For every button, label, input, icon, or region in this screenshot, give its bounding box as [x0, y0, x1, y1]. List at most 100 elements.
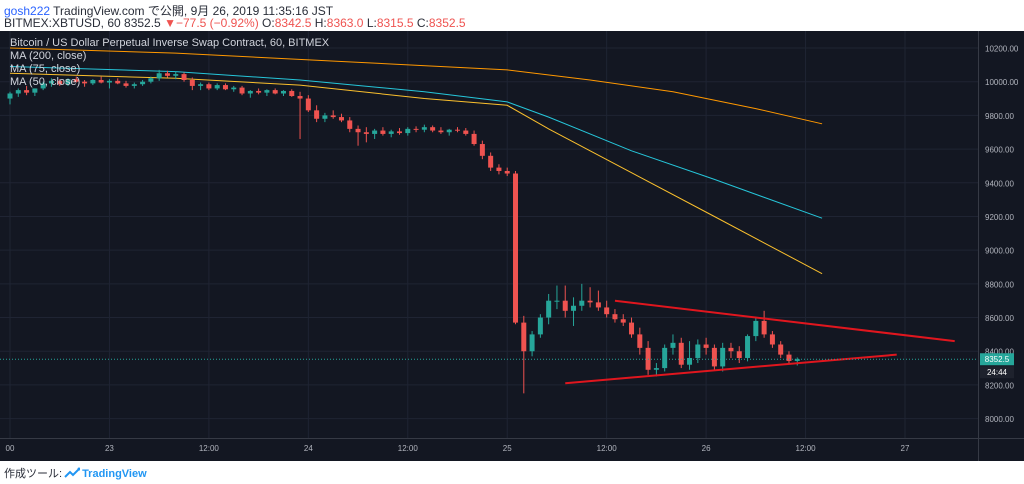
candle-body — [15, 90, 21, 94]
candle-body — [430, 127, 436, 131]
candle-body — [537, 317, 543, 335]
ma-line-0 — [9, 47, 823, 125]
candle-body — [131, 84, 137, 86]
publish-header: gosh222 TradingView.com で公開, 9月 26, 2019… — [4, 2, 333, 19]
candle-body — [48, 80, 54, 84]
candle-body — [629, 322, 635, 335]
candle-body — [463, 130, 469, 134]
candle-body — [206, 84, 212, 89]
candle-body — [620, 319, 626, 323]
footer-brand[interactable]: TradingView — [82, 468, 147, 480]
last-price-tag — [980, 353, 1014, 366]
chart-area[interactable]: 8000.00 8200.00 8400.00 8600.00 8800.00 9000.… — [0, 31, 1024, 461]
candle-body — [231, 87, 237, 90]
x-tick-label: 27 — [901, 444, 910, 453]
ma-line-1 — [9, 66, 823, 219]
y-tick-label: 9800.00 — [985, 112, 1014, 121]
candle-body — [554, 300, 560, 302]
candle-body — [529, 334, 535, 352]
candle-body — [662, 347, 668, 369]
candle-body — [247, 90, 253, 94]
candle-body — [562, 300, 568, 311]
candle-body — [82, 81, 88, 84]
candle-body — [471, 133, 477, 145]
site-name[interactable]: TradingView.com — [53, 4, 145, 18]
publish-info: で公開, 9月 26, 2019 11:35:16 JST — [147, 4, 334, 18]
candle-body — [106, 80, 112, 83]
candle-body — [587, 300, 593, 303]
tradingview-logo-icon — [64, 467, 81, 478]
author-name[interactable]: gosh222 — [4, 4, 51, 18]
candle-body — [769, 334, 775, 345]
y-tick-label: 9000.00 — [985, 247, 1014, 256]
x-tick-label: 12:00 — [796, 444, 817, 453]
candle-body — [256, 90, 262, 93]
candle-body — [678, 342, 684, 365]
ma50-label[interactable]: MA (50, close) — [10, 76, 81, 88]
candle-body — [778, 344, 784, 355]
candle-body — [65, 79, 71, 85]
trendline-0 — [614, 299, 955, 343]
footer: 作成ツール: TradingView — [4, 465, 147, 481]
close-value: C:8352.5 — [416, 16, 466, 30]
candle-body — [521, 322, 527, 352]
candle-body — [181, 74, 187, 81]
high-value: H:8363.0 — [314, 16, 364, 30]
candle-body — [786, 354, 792, 361]
candle-body — [305, 98, 311, 111]
candle-body — [653, 368, 659, 370]
candle-body — [488, 155, 494, 168]
candle-body — [322, 115, 328, 119]
candle-body — [496, 167, 502, 171]
candle-body — [753, 320, 759, 337]
candle-body — [140, 81, 146, 85]
candle-body — [173, 74, 179, 76]
candle-body — [761, 320, 767, 335]
candle-body — [479, 144, 485, 156]
candle-body — [90, 80, 96, 84]
candle-body — [198, 84, 204, 86]
candle-body — [363, 132, 369, 134]
candle-body — [73, 79, 79, 82]
x-tick-label: 12:00 — [597, 444, 618, 453]
ma75-label[interactable]: MA (75, close) — [10, 63, 81, 75]
y-tick-label: 10200.00 — [985, 45, 1019, 54]
candle-body — [314, 110, 320, 119]
x-tick-label: 00 — [6, 444, 15, 453]
candle-body — [604, 307, 610, 315]
y-tick-label: 10000.00 — [985, 78, 1019, 87]
candle-body — [728, 347, 734, 352]
candlestick-chart[interactable]: 8000.00 8200.00 8400.00 8600.00 8800.00 9000.… — [0, 31, 1024, 461]
candle-body — [355, 128, 361, 133]
candle-body — [736, 351, 742, 358]
candle-body — [40, 83, 46, 89]
y-tick-label: 8400.00 — [985, 348, 1014, 357]
symbol-price: BITMEX:XBTUSD, 60 8352.5 — [4, 16, 161, 30]
candle-body — [405, 128, 411, 134]
x-tick-label: 12:00 — [398, 444, 419, 453]
countdown-label: 24:44 — [987, 368, 1008, 377]
open-value: O:8342.5 — [262, 16, 312, 30]
candle-body — [745, 336, 751, 358]
candle-body — [413, 128, 419, 130]
ma200-label[interactable]: MA (200, close) — [10, 50, 87, 62]
y-tick-label: 8800.00 — [985, 280, 1014, 289]
candle-body — [239, 87, 245, 94]
candle-body — [264, 90, 270, 93]
candle-body — [280, 90, 286, 94]
candle-body — [272, 90, 278, 94]
candle-body — [372, 130, 378, 134]
candle-body — [703, 344, 709, 348]
y-tick-label: 8600.00 — [985, 314, 1014, 323]
chart-title: Bitcoin / US Dollar Perpetual Inverse Sw… — [10, 37, 330, 49]
candle-body — [7, 93, 13, 99]
footer-prefix: 作成ツール: — [4, 468, 63, 480]
candle-body — [24, 90, 30, 93]
candle-body — [571, 305, 577, 311]
candle-body — [189, 80, 195, 86]
y-tick-label: 9600.00 — [985, 146, 1014, 155]
candle-body — [455, 129, 460, 131]
candle-body — [595, 302, 601, 308]
candle-body — [380, 130, 386, 134]
candle-body — [115, 80, 121, 84]
